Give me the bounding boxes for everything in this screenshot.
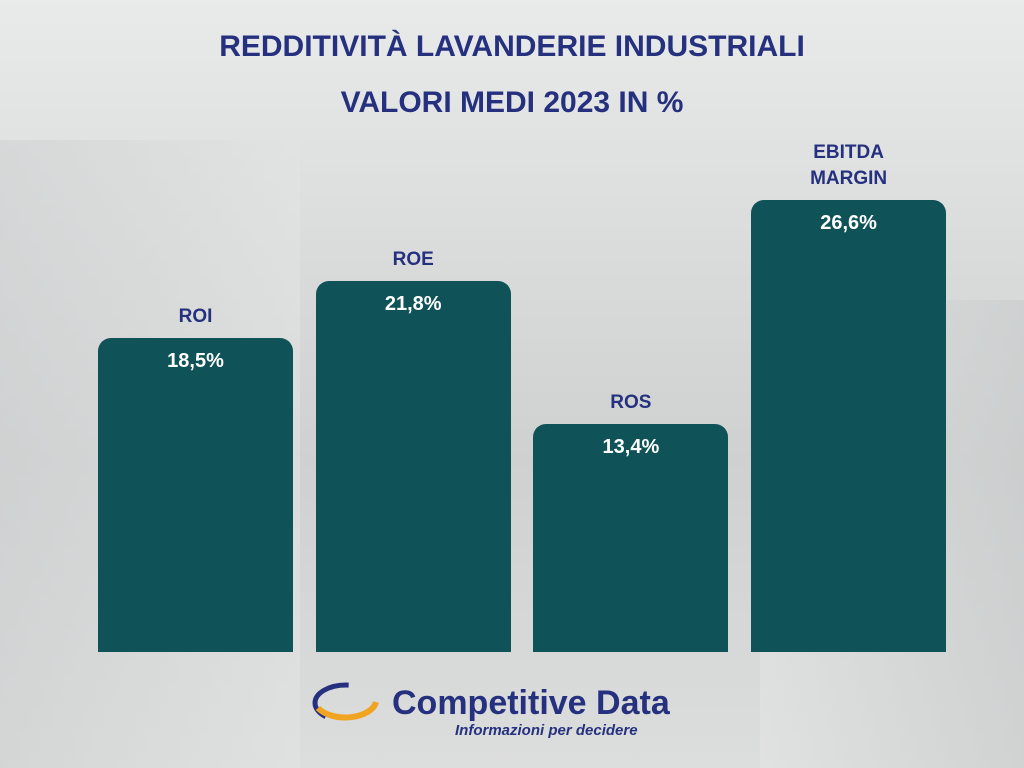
value-label: 21,8% xyxy=(384,293,442,316)
category-label: EBITDA MARGIN xyxy=(751,140,946,192)
category-text: EBITDA MARGIN xyxy=(810,141,888,189)
category-text: ROE xyxy=(392,249,434,271)
category-label: ROI xyxy=(98,304,293,330)
logo-name: Competitive Data xyxy=(392,684,670,722)
value-label: 18,5% xyxy=(167,349,224,372)
category-text: ROI xyxy=(178,305,213,327)
category-text: ROS xyxy=(610,392,652,414)
logo-tagline: Informazioni per decidere xyxy=(455,722,638,739)
category-label: ROS xyxy=(533,390,728,416)
bar xyxy=(98,337,293,652)
bar xyxy=(751,199,947,652)
bar xyxy=(533,424,729,652)
bar xyxy=(315,281,511,652)
chart-title: REDDITIVITÀ LAVANDERIE INDUSTRIALI xyxy=(219,30,805,63)
logo-icon xyxy=(312,682,380,724)
category-label: ROE xyxy=(316,247,511,273)
chart-subtitle: VALORI MEDI 2023 IN % xyxy=(340,86,684,119)
value-label: 13,4% xyxy=(602,436,660,459)
value-label: 26,6% xyxy=(820,211,877,234)
